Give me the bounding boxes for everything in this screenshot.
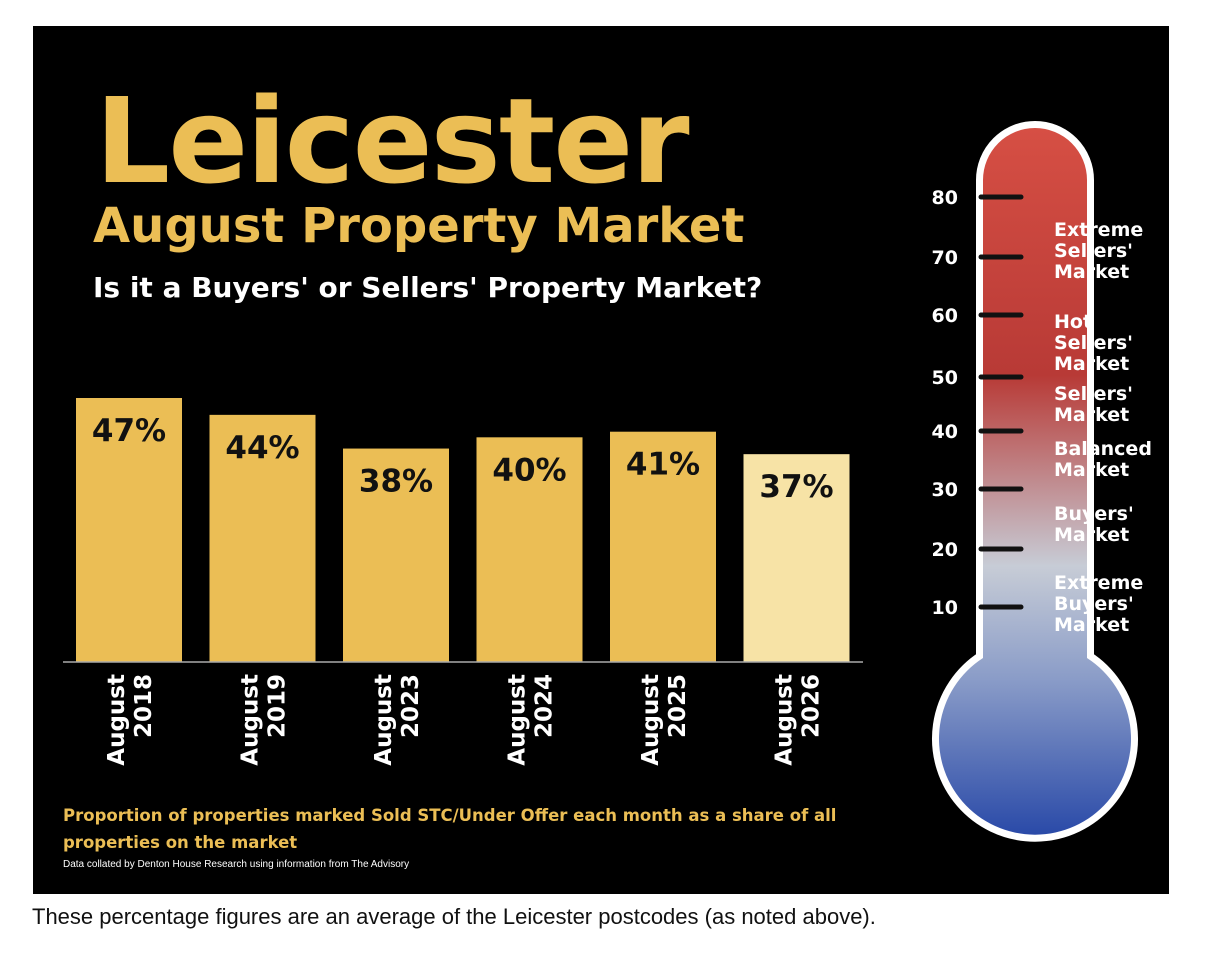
thermometer-tick-label-60: 60 (932, 305, 958, 327)
market-question: Is it a Buyers' or Sellers' Property Mar… (93, 271, 763, 304)
infographic-panel: Leicester August Property Market Is it a… (33, 26, 1169, 894)
data-label-3: 40% (492, 452, 566, 488)
data-label-5: 37% (759, 469, 833, 505)
zone-label-2: Sellers' Market (1054, 383, 1133, 426)
bar-chart: 47% August2018 44% August2019 38% August2023 4… (63, 398, 863, 766)
page-title: Leicester (95, 72, 690, 210)
zone-label-0: Extreme Sellers' Market (1054, 219, 1144, 283)
thermometer-tick-label-10: 10 (932, 597, 958, 619)
thermometer-tick-label-30: 30 (932, 479, 958, 501)
data-label-4: 41% (626, 447, 700, 483)
data-label-1: 44% (225, 430, 299, 466)
chart-caption: Proportion of properties marked Sold STC… (63, 806, 837, 852)
zone-label-3: Balanced Market (1054, 438, 1152, 481)
x-tick-label-5: August2026 (772, 674, 825, 766)
x-tick-label-2: August2023 (371, 674, 424, 766)
thermometer-tick-label-20: 20 (932, 539, 958, 561)
thermometer-tick-label-50: 50 (932, 367, 958, 389)
zone-label-5: Extreme Buyers' Market (1054, 572, 1144, 636)
zone-label-4: Buyers' Market (1054, 503, 1134, 546)
bar-0 (76, 398, 182, 662)
data-label-2: 38% (359, 464, 433, 500)
x-tick-label-0: August2018 (104, 674, 157, 766)
bar-3 (476, 437, 583, 662)
bar-2 (343, 448, 449, 662)
x-tick-label-4: August2025 (638, 674, 691, 766)
thermometer-tick-label-40: 40 (932, 421, 958, 443)
bar-1 (209, 414, 316, 662)
x-tick-label-3: August2024 (505, 674, 558, 766)
market-thermometer: 80 70 60 50 40 30 20 10 (932, 121, 1138, 842)
zone-label-1: Hot Sellers' Market (1054, 311, 1133, 375)
bar-5 (743, 454, 850, 662)
footnote: These percentage figures are an average … (32, 904, 876, 929)
thermometer-tick-label-70: 70 (932, 247, 958, 269)
thermometer-body (939, 128, 1131, 835)
data-label-0: 47% (92, 413, 166, 449)
data-source: Data collated by Denton House Research u… (63, 859, 410, 870)
bar-4 (610, 431, 716, 662)
x-tick-label-1: August2019 (238, 674, 291, 766)
page-subtitle: August Property Market (93, 198, 745, 254)
thermometer-tick-label-80: 80 (932, 187, 958, 209)
